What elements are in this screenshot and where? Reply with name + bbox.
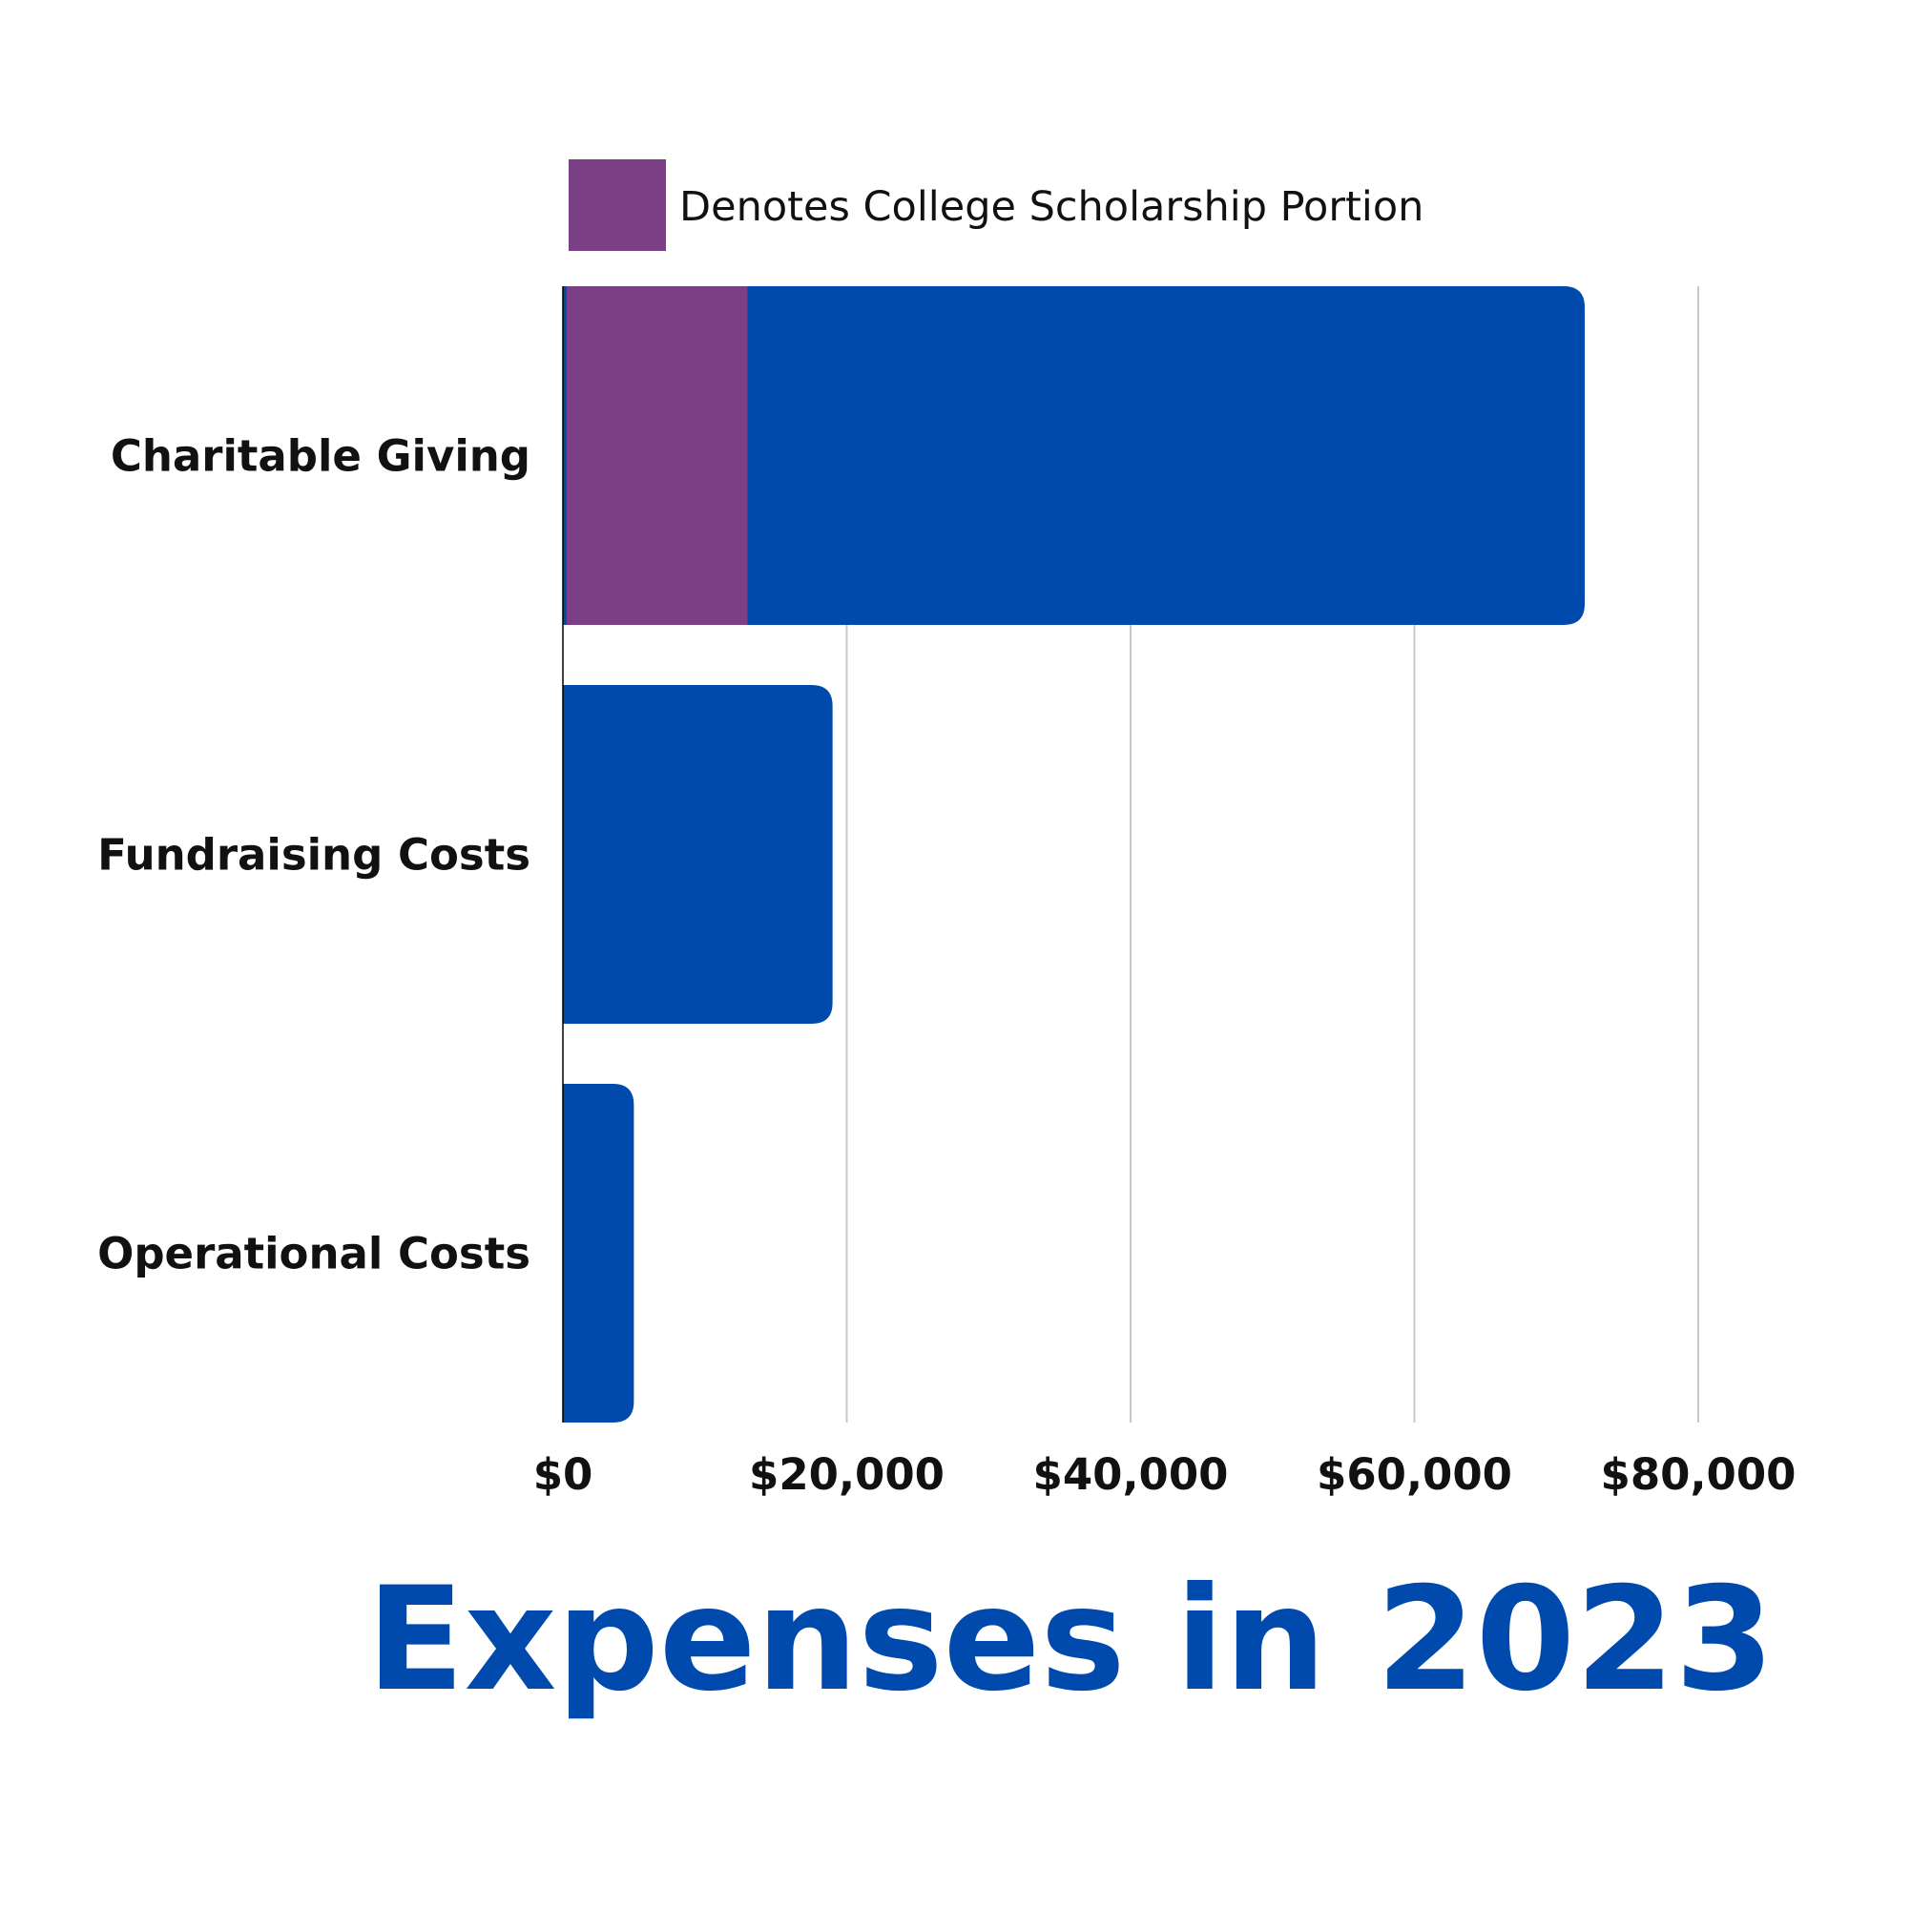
- x-tick-label-0: $0: [533, 1449, 593, 1500]
- x-tick-label-4: $80,000: [1601, 1449, 1797, 1500]
- legend-swatch: [569, 159, 666, 251]
- x-tick-label-3: $60,000: [1317, 1449, 1512, 1500]
- category-label-charitable-giving: Charitable Giving: [111, 431, 530, 482]
- bar-operational-costs: [563, 1084, 634, 1423]
- x-tick-label-1: $20,000: [749, 1449, 945, 1500]
- legend: Denotes College Scholarship Portion: [569, 159, 1423, 251]
- category-labels: Charitable Giving Fundraising Costs Operat…: [97, 431, 530, 1279]
- x-tick-label-2: $40,000: [1033, 1449, 1229, 1500]
- category-label-fundraising-costs: Fundraising Costs: [97, 830, 530, 881]
- chart-title: Expenses in 2023: [366, 1557, 1775, 1723]
- category-label-operational-costs: Operational Costs: [97, 1229, 530, 1279]
- bar-charitable-giving: [563, 286, 1585, 625]
- bars: [563, 286, 1585, 1423]
- bar-segment-scholarship: [567, 286, 748, 625]
- legend-label: Denotes College Scholarship Portion: [679, 183, 1423, 231]
- bar-fundraising-costs: [563, 685, 833, 1024]
- x-tick-labels: $0 $20,000 $40,000 $60,000 $80,000: [533, 1449, 1797, 1500]
